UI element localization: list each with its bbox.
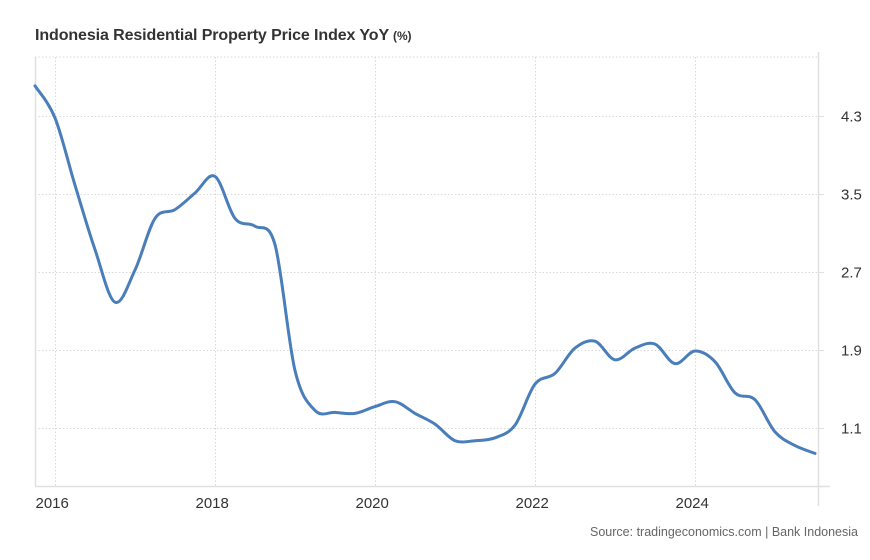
data-point <box>314 409 317 412</box>
series-line <box>33 84 817 455</box>
data-point <box>614 358 617 361</box>
data-point <box>574 347 577 350</box>
grid <box>35 56 818 486</box>
y-tick-label: 2.7 <box>841 265 862 282</box>
data-point <box>214 175 217 178</box>
data-point <box>754 398 757 401</box>
data-point <box>534 383 537 386</box>
data-point <box>514 424 517 427</box>
data-point <box>154 217 157 220</box>
data-point <box>714 360 717 363</box>
data-point <box>734 391 737 394</box>
data-point <box>254 225 257 228</box>
y-tick-label: 4.3 <box>841 109 862 126</box>
data-point <box>454 439 457 442</box>
data-point <box>654 343 657 346</box>
x-tick-label: 2024 <box>676 495 709 512</box>
x-tick-label: 2020 <box>356 495 389 512</box>
data-point <box>234 217 237 220</box>
x-tick-label: 2018 <box>196 495 229 512</box>
x-tick-label: 2022 <box>516 495 549 512</box>
data-point <box>594 340 597 343</box>
data-point <box>114 301 117 304</box>
data-point <box>814 452 817 455</box>
data-point <box>374 405 377 408</box>
data-point <box>394 400 397 403</box>
data-point <box>774 430 777 433</box>
y-axis-labels: 1.1 1.9 2.7 3.5 4.3 <box>841 109 862 438</box>
data-point <box>414 412 417 415</box>
data-point <box>334 411 337 414</box>
source-attribution: Source: tradingeconomics.com | Bank Indo… <box>590 525 858 539</box>
axes <box>34 52 830 506</box>
data-point <box>494 436 497 439</box>
y-tick-label: 1.1 <box>841 421 862 438</box>
data-point <box>274 243 277 246</box>
y-tick-label: 1.9 <box>841 343 862 360</box>
chart-title: Indonesia Residential Property Price Ind… <box>35 27 412 45</box>
data-point <box>294 369 297 372</box>
data-point <box>794 444 797 447</box>
y-tick-label: 3.5 <box>841 187 862 204</box>
data-point <box>474 439 477 442</box>
x-tick-label: 2016 <box>36 495 69 512</box>
data-point <box>194 192 197 195</box>
data-point <box>34 84 37 87</box>
data-point <box>434 423 437 426</box>
data-point <box>554 372 557 375</box>
x-axis-labels: 2016 2018 2020 2022 2024 <box>36 495 709 512</box>
data-point <box>134 269 137 272</box>
data-point <box>54 116 57 119</box>
chart-title-text: Indonesia Residential Property Price Ind… <box>35 27 390 44</box>
data-point <box>354 412 357 415</box>
chart-unit: (%) <box>393 29 412 43</box>
data-point <box>74 184 77 187</box>
data-point <box>674 362 677 365</box>
data-point <box>94 248 97 251</box>
data-point <box>694 350 697 353</box>
series-layer <box>33 84 817 455</box>
data-point <box>174 208 177 211</box>
data-point <box>634 347 637 350</box>
